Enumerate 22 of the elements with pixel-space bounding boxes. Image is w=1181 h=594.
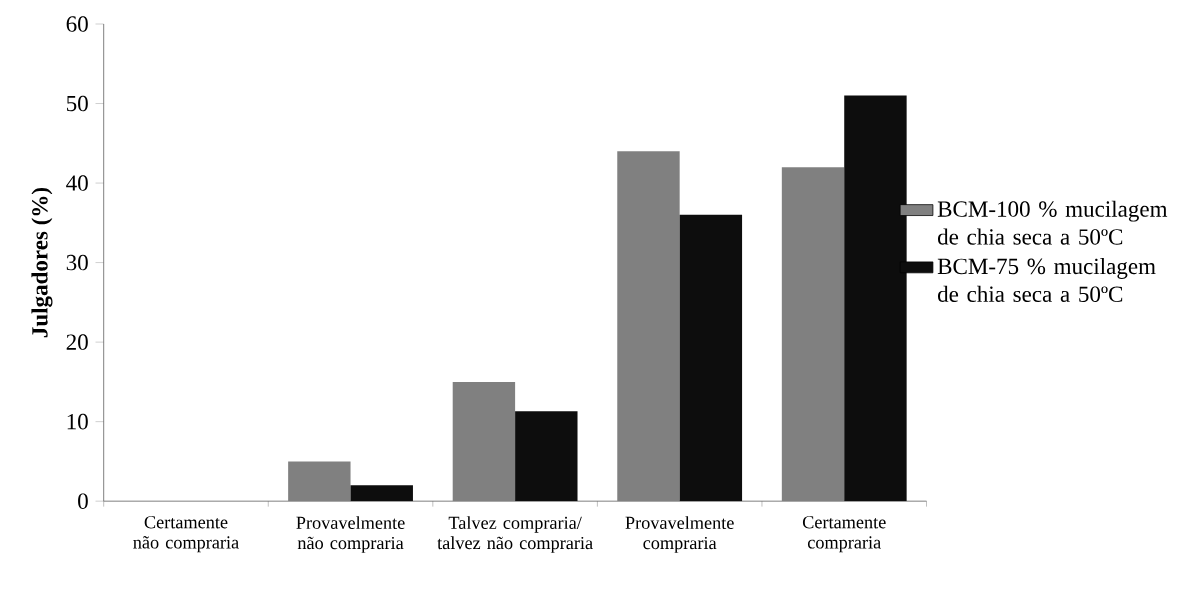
y-tick-label: 40 xyxy=(66,175,88,191)
y-tick-label: 50 xyxy=(67,95,88,112)
y-tick-label: 30 xyxy=(66,254,88,271)
bar xyxy=(288,461,351,502)
bar xyxy=(679,214,743,502)
bar xyxy=(781,167,845,502)
x-tick-label: Talvez compraria/ talvez não compraria xyxy=(437,516,593,553)
x-tick-label: Provavelmente compraria xyxy=(625,516,734,553)
bar xyxy=(617,151,680,502)
y-tick-label: 10 xyxy=(67,413,88,430)
y-tick-label: 20 xyxy=(66,334,88,350)
bar xyxy=(350,485,413,502)
bar xyxy=(515,411,578,502)
x-tick-label: Certamente não compraria xyxy=(133,516,239,553)
y-tick-label: 0 xyxy=(78,493,88,509)
y-tick-label: 60 xyxy=(66,16,88,32)
x-tick-label: Certamente compraria xyxy=(802,516,886,553)
legend-label: BCM-75 % mucilagem de chia seca a 50ºC xyxy=(937,257,1156,302)
bar xyxy=(452,381,516,502)
legend-label: BCM-100 % mucilagem de chia seca a 50ºC xyxy=(937,200,1168,245)
y-axis-title: Julgadores (%) xyxy=(31,187,53,338)
x-tick-label: Provavelmente não compraria xyxy=(296,516,405,553)
